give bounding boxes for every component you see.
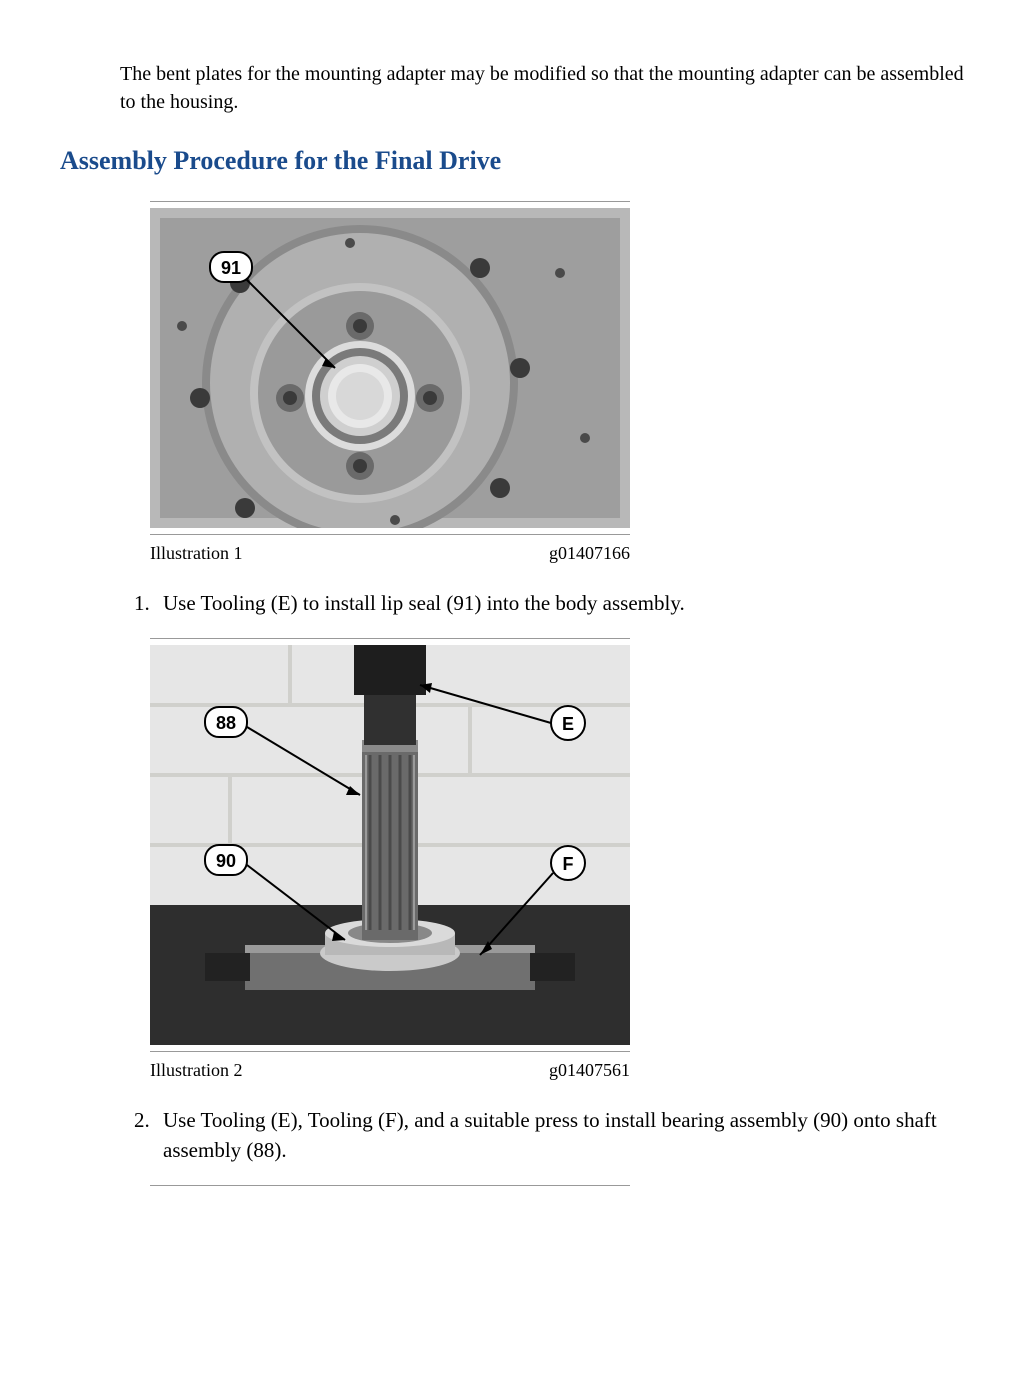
illustration-2-image: 88 90 E F [150,645,630,1045]
figure-2-caption: Illustration 2 g01407561 [150,1060,630,1081]
figure-1: 91 Illustration 1 g01407166 [150,201,964,564]
procedure-list: Use Tooling (E) to install lip seal (91)… [155,589,964,618]
illustration-2-label: Illustration 2 [150,1060,243,1081]
procedure-list-2: Use Tooling (E), Tooling (F), and a suit… [155,1106,964,1165]
figure-1-caption: Illustration 1 g01407166 [150,543,630,564]
intro-text: The bent plates for the mounting adapter… [120,60,964,116]
section-heading: Assembly Procedure for the Final Drive [60,146,964,176]
callout-F: F [563,854,574,874]
figure-rule-bottom-2 [150,1051,630,1052]
figure-2: 88 90 E F Illustration 2 g01407561 [150,638,964,1081]
callout-91: 91 [221,258,241,278]
step-1: Use Tooling (E) to install lip seal (91)… [155,589,964,618]
step-2: Use Tooling (E), Tooling (F), and a suit… [155,1106,964,1165]
illustration-2-id: g01407561 [549,1060,630,1081]
callout-90: 90 [216,851,236,871]
figure-rule-top-3 [150,1185,630,1186]
figure-rule-top-2 [150,638,630,639]
callout-88: 88 [216,713,236,733]
illustration-1-image: 91 [150,208,630,528]
figure-rule-bottom [150,534,630,535]
figure-3-placeholder [150,1185,964,1186]
figure-rule-top [150,201,630,202]
illustration-1-id: g01407166 [549,543,630,564]
callout-E: E [562,714,574,734]
illustration-1-label: Illustration 1 [150,543,243,564]
